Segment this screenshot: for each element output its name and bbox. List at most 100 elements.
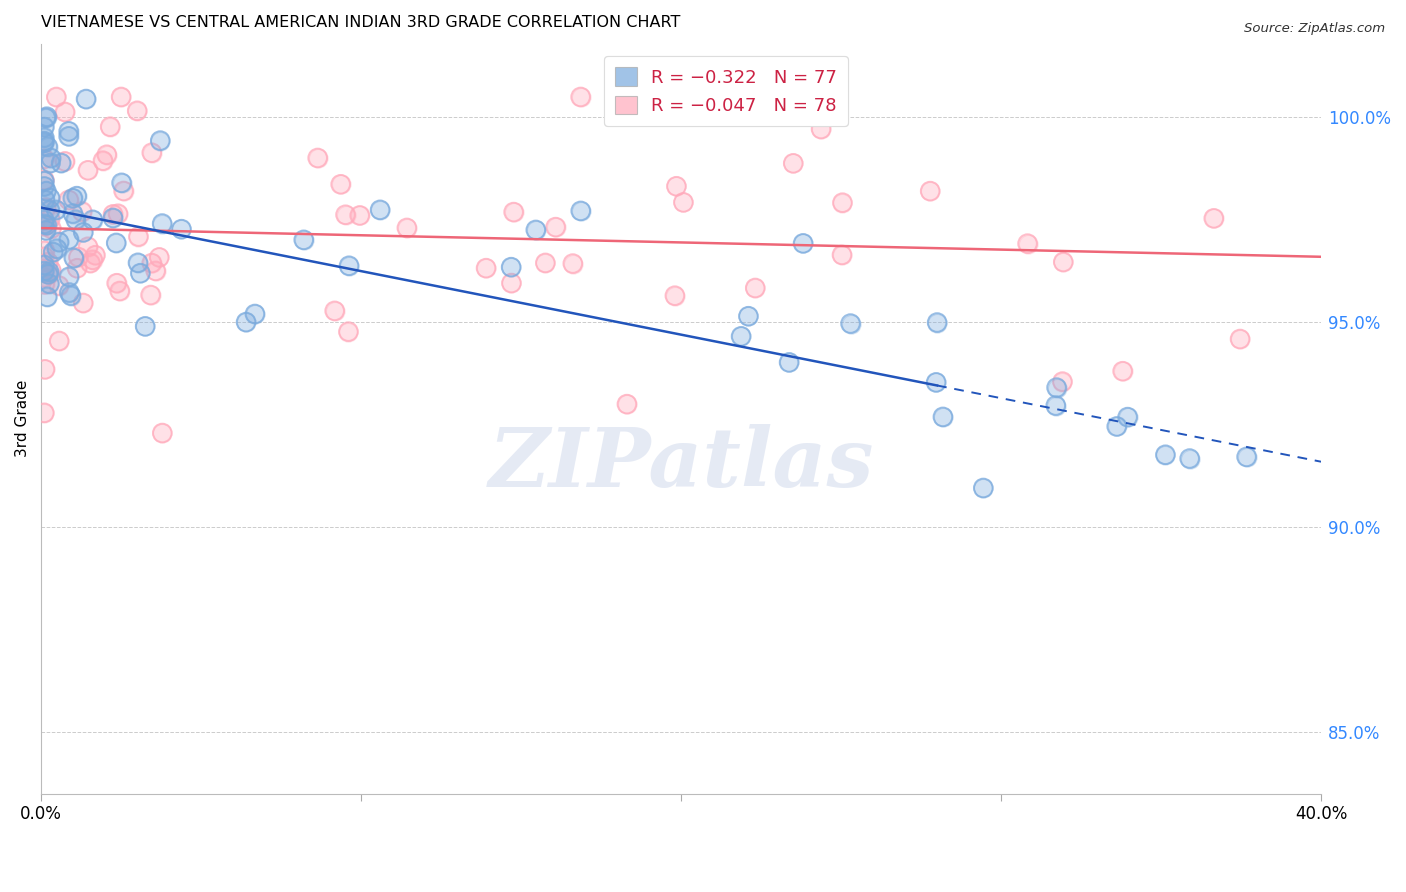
Point: [134, 319, 156, 334]
Point: [101, 207, 124, 221]
Point: [782, 156, 804, 170]
Point: [323, 303, 346, 318]
Point: [72, 296, 94, 310]
Point: [42, 245, 65, 260]
Point: [292, 233, 315, 247]
Point: [665, 179, 688, 194]
Point: [534, 256, 557, 270]
Point: [34, 174, 56, 188]
Point: [475, 261, 498, 276]
Point: [58, 124, 80, 138]
Point: [82, 212, 104, 227]
Point: [66, 189, 89, 203]
Point: [1229, 332, 1251, 346]
Point: [58, 193, 80, 207]
Point: [335, 208, 357, 222]
Point: [34, 362, 56, 376]
Point: [38, 277, 60, 291]
Point: [141, 256, 163, 270]
Point: [831, 248, 853, 262]
Point: [34, 179, 56, 194]
Point: [972, 481, 994, 495]
Point: [1105, 419, 1128, 434]
Point: [58, 124, 80, 138]
Point: [72, 296, 94, 310]
Point: [41, 221, 63, 235]
Point: [37, 255, 59, 269]
Point: [127, 229, 149, 244]
Point: [759, 90, 782, 104]
Point: [45, 202, 67, 217]
Point: [105, 276, 128, 290]
Point: [34, 406, 56, 420]
Point: [105, 235, 128, 250]
Point: [62, 206, 84, 220]
Point: [58, 193, 80, 207]
Point: [34, 173, 56, 187]
Point: [337, 259, 360, 273]
Point: [810, 122, 832, 136]
Point: [1045, 381, 1067, 395]
Point: [48, 278, 70, 293]
Point: [1052, 375, 1074, 389]
Point: [1052, 255, 1074, 269]
Point: [62, 251, 84, 265]
Point: [349, 209, 371, 223]
Point: [37, 290, 59, 304]
Point: [524, 223, 547, 237]
Point: [42, 245, 65, 260]
Point: [149, 134, 172, 148]
Point: [105, 276, 128, 290]
Point: [235, 315, 257, 329]
Point: [395, 220, 418, 235]
Point: [34, 219, 56, 234]
Point: [38, 268, 60, 282]
Point: [235, 315, 257, 329]
Point: [98, 120, 121, 134]
Point: [831, 248, 853, 262]
Point: [45, 90, 67, 104]
Point: [501, 260, 523, 274]
Point: [41, 221, 63, 235]
Point: [395, 220, 418, 235]
Point: [759, 90, 782, 104]
Point: [34, 264, 56, 278]
Point: [53, 154, 76, 169]
Point: [1045, 399, 1067, 413]
Point: [35, 201, 58, 215]
Point: [150, 425, 173, 440]
Point: [82, 252, 104, 267]
Point: [927, 316, 949, 330]
Point: [34, 173, 56, 187]
Point: [672, 195, 695, 210]
Point: [34, 193, 56, 207]
Point: [58, 129, 80, 144]
Point: [39, 191, 62, 205]
Point: [1052, 375, 1074, 389]
Point: [39, 156, 62, 170]
Point: [79, 256, 101, 270]
Point: [72, 226, 94, 240]
Point: [34, 406, 56, 420]
Point: [108, 284, 131, 298]
Point: [101, 211, 124, 225]
Point: [1116, 410, 1139, 425]
Point: [35, 201, 58, 215]
Point: [665, 179, 688, 194]
Legend: R = −0.322   N = 77, R = −0.047   N = 78: R = −0.322 N = 77, R = −0.047 N = 78: [605, 56, 848, 126]
Point: [77, 240, 100, 254]
Point: [34, 134, 56, 148]
Point: [502, 205, 524, 219]
Point: [664, 288, 686, 302]
Point: [323, 303, 346, 318]
Point: [1202, 211, 1225, 226]
Point: [134, 319, 156, 334]
Point: [141, 145, 163, 160]
Point: [34, 120, 56, 134]
Point: [810, 122, 832, 136]
Point: [139, 288, 162, 302]
Point: [38, 265, 60, 279]
Point: [1052, 255, 1074, 269]
Point: [110, 90, 132, 104]
Point: [77, 163, 100, 178]
